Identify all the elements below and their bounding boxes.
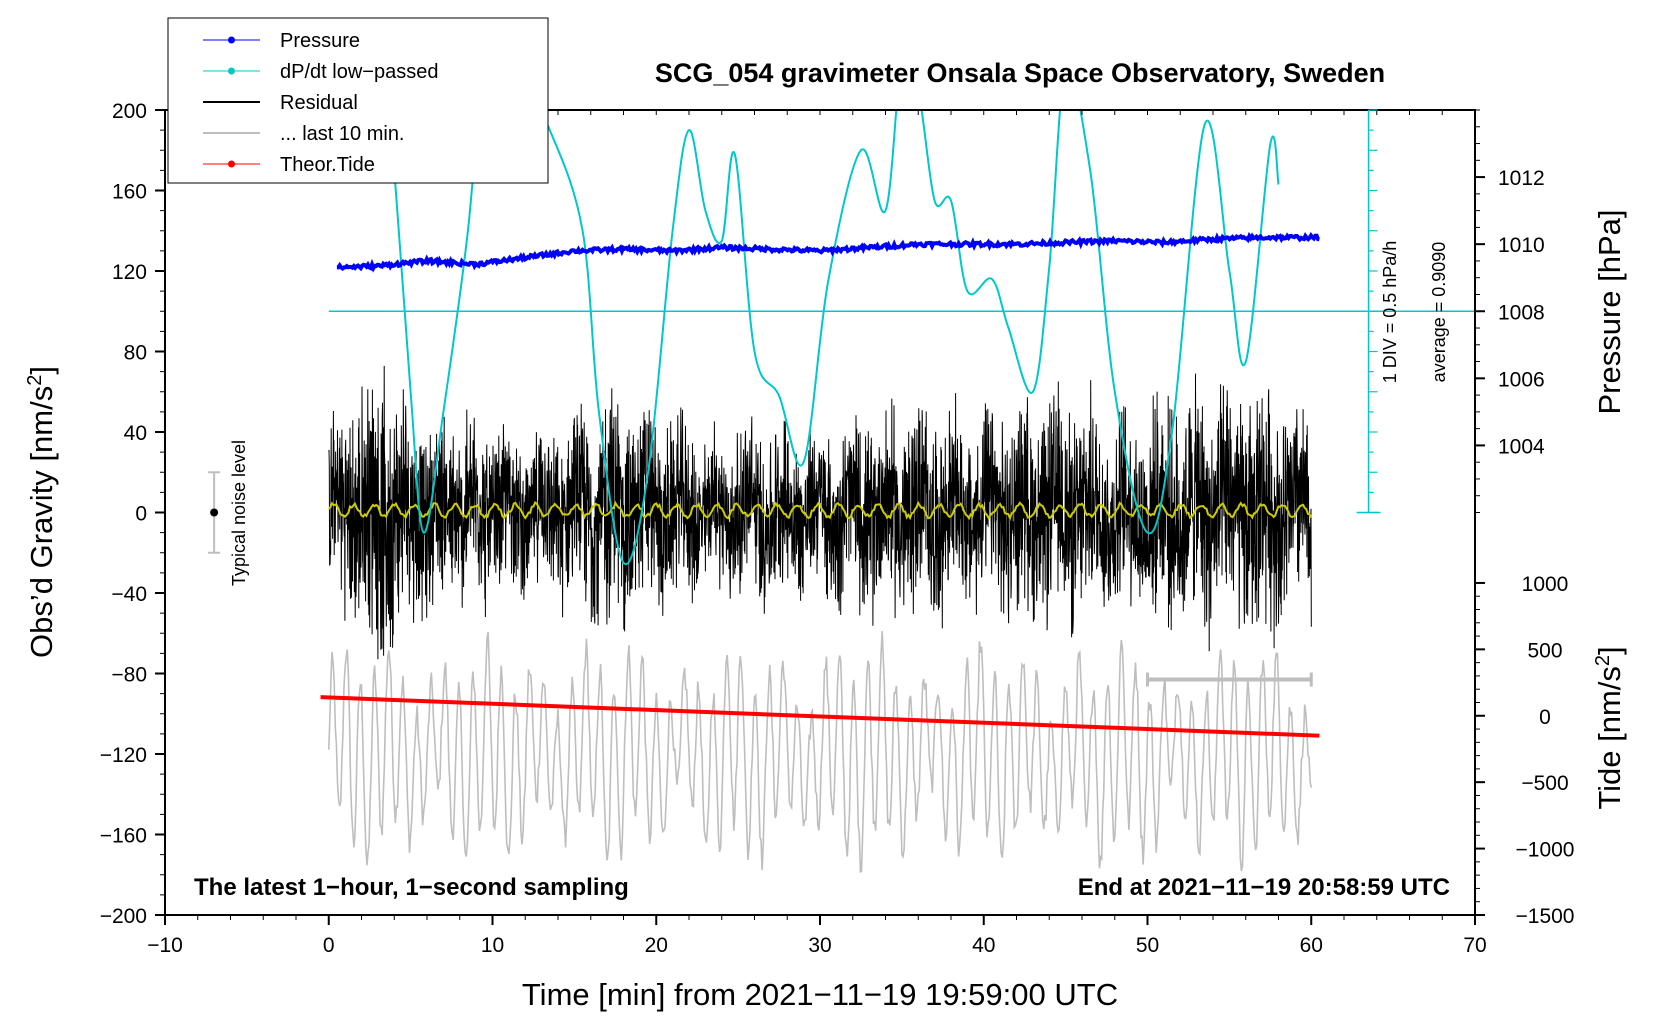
y-tick-label: 120 [112,261,147,284]
tide-tick-label: 1000 [1522,573,1569,596]
series-residual-mean [328,500,1313,521]
noise-bar-center [210,508,219,517]
x-tick-label: 50 [1136,934,1159,957]
y-axis-title-sup: 2 [24,375,46,386]
pressure-tick-label: 1010 [1498,234,1545,257]
legend: Pressure dP/dt low−passed Residual ... last… [167,17,549,184]
legend-label: ... last 10 min. [280,123,405,145]
noise-level-label: Typical noise level [229,440,249,586]
pressure-tick-label: 1012 [1498,167,1545,190]
legend-marker [228,67,235,75]
y-axis-title-end: ] [24,366,59,375]
pressure-axis-title: Pressure [hPa] [1592,209,1627,414]
dpdt-average-label: average = 0.9090 [1429,242,1449,383]
note-sampling: The latest 1−hour, 1−second sampling [194,874,629,901]
pressure-tick-label: 1006 [1498,368,1545,391]
tide-axis-title-sup: 2 [1592,655,1614,666]
x-tick-label: 30 [808,934,831,957]
y-tick-label: 80 [124,342,147,365]
y-tick-label: 200 [112,100,147,123]
tide-axis-title-end: ] [1592,646,1627,655]
x-tick-label: 40 [972,934,995,957]
series-theor-tide [320,695,1320,738]
x-tick-label: 10 [481,934,504,957]
y-tick-label: 160 [112,181,147,204]
series-layer [320,110,1475,873]
tide-tick-label: −1000 [1516,839,1575,862]
y-tick-label: −160 [100,825,147,848]
y-tick-label: −120 [100,744,147,767]
pressure-tick-label: 1008 [1498,301,1545,324]
tide-tick-label: 0 [1539,706,1551,729]
x-axis-title: Time [min] from 2021−11−19 19:59:00 UTC [522,977,1118,1012]
legend-box [167,17,549,184]
legend-label: Pressure [280,30,360,52]
tide-axis-title: Tide [nm/s2] [1592,646,1627,809]
y-tick-label: −40 [111,583,147,606]
legend-label: Theor.Tide [280,154,375,176]
series-dpdt [388,110,1280,566]
x-tick-label: 0 [323,934,335,957]
tide-tick-label: −1500 [1516,905,1575,928]
legend-label: dP/dt low−passed [280,61,438,83]
axes-layer: −10 0 10 20 30 40 50 60 70 −200 −160 −120 −80 −40 0 40 8… [100,100,1575,957]
dpdt-div-label: 1 DIV = 0.5 hPa/h [1380,241,1400,384]
x-tick-label: −10 [147,934,183,957]
x-tick-label: 70 [1463,934,1486,957]
series-residual [328,365,1312,660]
series-pressure [336,231,1320,273]
pressure-tick-label: 1004 [1498,435,1545,458]
y-axis-title-main: Obs’d Gravity [nm/s [24,386,59,658]
y-axis-title: Obs’d Gravity [nm/s2] [24,366,59,658]
y-tick-label: 0 [135,503,147,526]
chart-title: SCG_054 gravimeter Onsala Space Observat… [655,58,1385,88]
tide-tick-label: 500 [1527,639,1562,662]
x-tick-label: 60 [1300,934,1323,957]
legend-label: Residual [280,92,358,114]
y-tick-label: −80 [111,664,147,687]
y-tick-label: −200 [100,905,147,928]
legend-marker [228,160,235,168]
x-tick-label: 20 [645,934,668,957]
note-end-time: End at 2021−11−19 20:58:59 UTC [1078,874,1450,901]
tide-tick-label: −500 [1521,772,1568,795]
tide-axis-title-main: Tide [nm/s [1592,666,1627,810]
series-last-10-min [328,631,1313,873]
legend-marker [228,36,235,44]
y-tick-label: 40 [124,422,147,445]
